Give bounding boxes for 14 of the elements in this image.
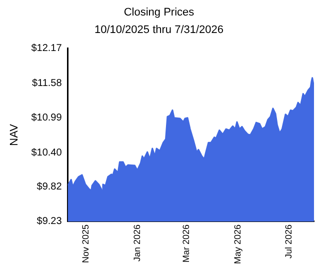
y-tick-label: $11.58 xyxy=(32,78,62,89)
y-tick-label: $12.17 xyxy=(31,43,62,54)
y-tick-label: $9.23 xyxy=(36,216,62,228)
x-tick-label: Jan 2026 xyxy=(132,224,142,262)
x-tick-label: May 2026 xyxy=(232,224,242,264)
y-tick-label: $10.40 xyxy=(31,147,62,158)
y-tick-label: $10.99 xyxy=(31,112,62,124)
x-tick-label: Mar 2026 xyxy=(181,224,192,263)
y-tick-label: $9.82 xyxy=(36,181,62,192)
x-tick-label: Jul 2026 xyxy=(283,224,294,259)
chart-subtitle: 10/10/2025 thru 7/31/2026 xyxy=(94,24,224,36)
x-tick-label: Nov 2025 xyxy=(80,224,91,264)
chart-title: Closing Prices xyxy=(124,6,195,19)
y-axis-title: NAV xyxy=(8,123,21,146)
